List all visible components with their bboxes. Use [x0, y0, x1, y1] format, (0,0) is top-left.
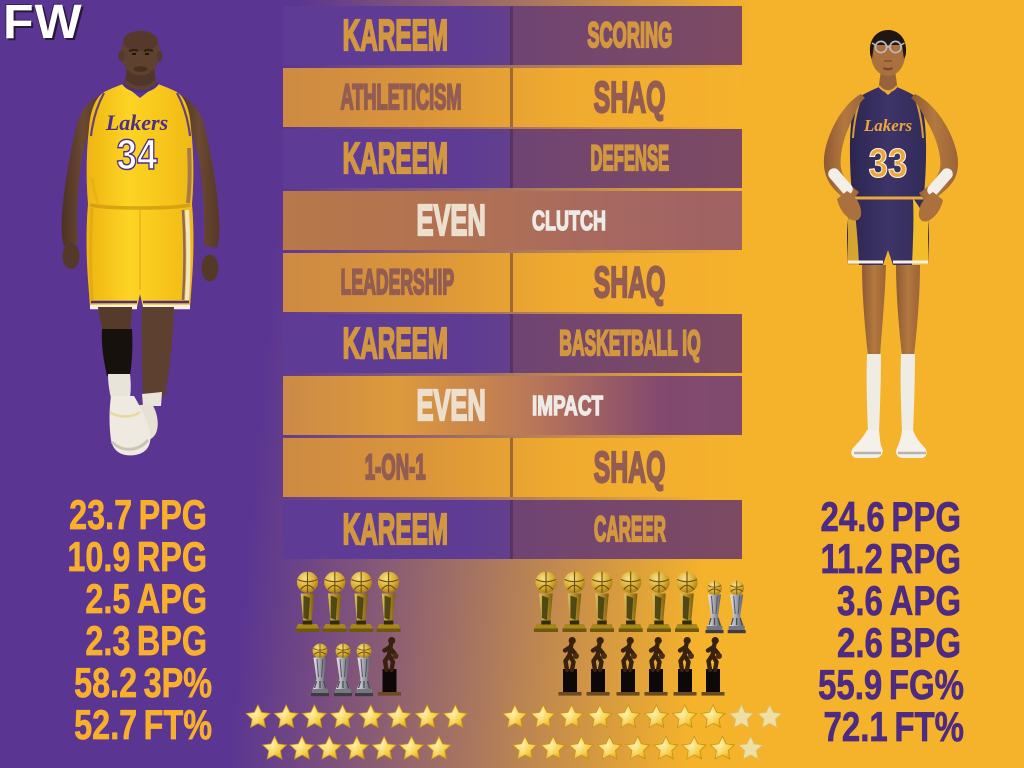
- svg-text:Lakers: Lakers: [105, 110, 168, 135]
- svg-text:33: 33: [869, 141, 908, 186]
- svg-text:Lakers: Lakers: [863, 116, 913, 135]
- svg-text:34: 34: [117, 131, 158, 178]
